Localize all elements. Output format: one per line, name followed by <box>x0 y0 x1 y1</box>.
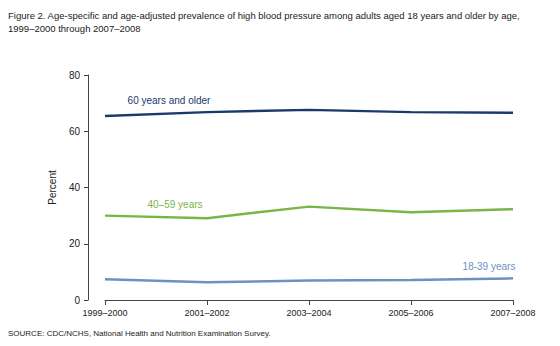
svg-text:1999–2000 through 2007–2008: 1999–2000 through 2007–2008 <box>8 23 141 34</box>
svg-text:Percent: Percent <box>47 170 58 205</box>
svg-text:18-39 years: 18-39 years <box>463 261 516 272</box>
svg-text:0: 0 <box>74 295 80 306</box>
svg-text:2007–2008: 2007–2008 <box>490 308 535 318</box>
svg-text:2003–2004: 2003–2004 <box>286 308 331 318</box>
svg-text:20: 20 <box>69 238 81 249</box>
svg-text:SOURCE: CDC/NCHS, National Hea: SOURCE: CDC/NCHS, National Health and Nu… <box>8 329 271 338</box>
svg-text:80: 80 <box>69 70 81 81</box>
svg-text:Figure 2. Age-specific and age: Figure 2. Age-specific and age-adjusted … <box>8 10 520 21</box>
svg-text:60 years and older: 60 years and older <box>128 95 212 106</box>
svg-text:40–59 years: 40–59 years <box>147 199 202 210</box>
svg-text:1999–2000: 1999–2000 <box>82 308 127 318</box>
svg-text:40: 40 <box>69 182 81 193</box>
svg-text:2001–2002: 2001–2002 <box>184 308 229 318</box>
svg-text:60: 60 <box>69 126 81 137</box>
svg-text:2005–2006: 2005–2006 <box>388 308 433 318</box>
